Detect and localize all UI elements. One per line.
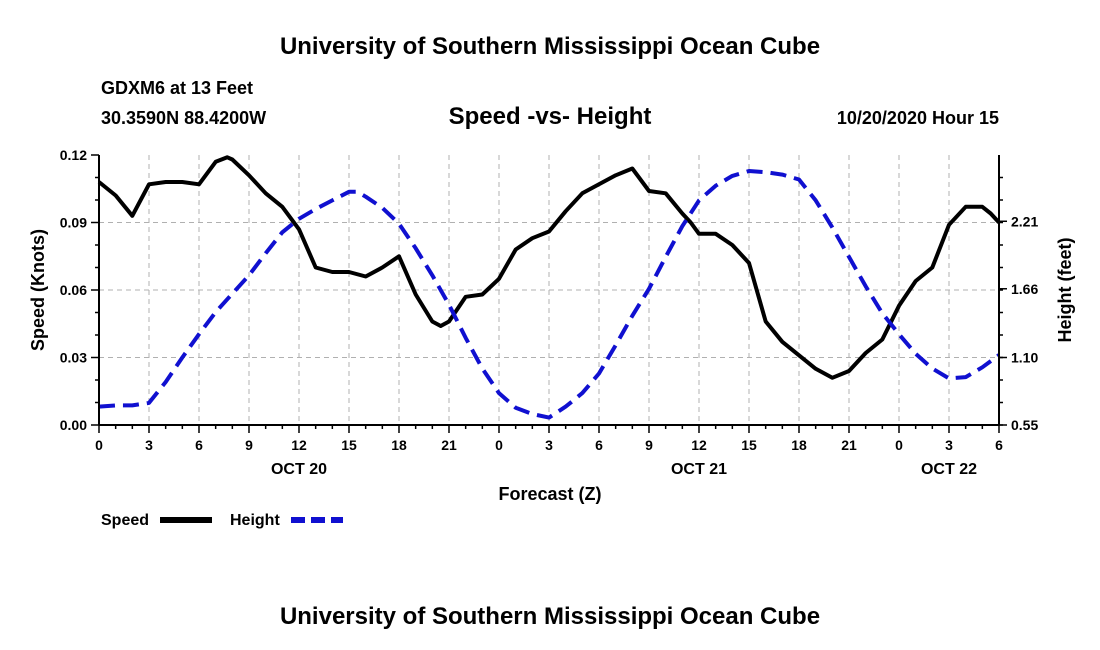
height-series-line [98,169,1001,420]
x-tick-label: 12 [691,437,707,453]
axes [91,154,1007,433]
x-tick-label: 21 [441,437,457,453]
y-tick-label-right: 1.10 [1011,350,1038,366]
x-tick-label: 18 [791,437,807,453]
x-tick-label: 12 [291,437,307,453]
y-tick-label-left: 0.09 [60,215,87,231]
datetime-label: 10/20/2020 Hour 15 [837,108,999,128]
x-tick-label: 21 [841,437,857,453]
x-tick-label: 0 [895,437,903,453]
y-tick-label-left: 0.06 [60,282,87,298]
x-tick-label: 18 [391,437,407,453]
y-tick-label-right: 0.55 [1011,417,1038,433]
y-axis-title-left: Speed (Knots) [28,229,48,351]
date-label: OCT 22 [921,461,977,478]
y-tick-label-left: 0.00 [60,417,87,433]
legend: Speed Height [101,512,343,529]
speed-series-line [97,155,1001,380]
legend-speed-label: Speed [101,512,149,529]
x-tick-label: 0 [495,437,503,453]
y-tick-label-right: 1.66 [1011,281,1038,297]
bottom-title: University of Southern Mississippi Ocean… [280,603,820,630]
y-tick-label-left: 0.12 [60,147,87,163]
grid [99,155,999,425]
x-tick-label: 0 [95,437,103,453]
x-tick-label: 6 [595,437,603,453]
y-axis-title-right: Height (feet) [1055,238,1075,343]
chart-title: Speed -vs- Height [449,103,652,130]
x-tick-label: 6 [195,437,203,453]
x-tick-label: 15 [341,437,357,453]
date-label: OCT 21 [671,461,727,478]
x-tick-label: 3 [145,437,153,453]
x-axis-title: Forecast (Z) [498,484,601,504]
y-tick-label-left: 0.03 [60,350,87,366]
top-title: University of Southern Mississippi Ocean… [280,33,820,60]
x-tick-label: 9 [245,437,253,453]
tick-labels: 0 3 6 9 12 15 18 21 0 3 6 9 12 15 18 21 0 3 6 OCT 20 OCT 21 O… [60,147,1039,478]
x-tick-label: 15 [741,437,757,453]
x-tick-label: 6 [995,437,1003,453]
series-layer [97,155,1001,420]
x-tick-label: 3 [545,437,553,453]
legend-height-label: Height [230,512,280,529]
location-label: 30.3590N 88.4200W [101,108,266,128]
date-label: OCT 20 [271,461,327,478]
x-tick-label: 9 [645,437,653,453]
station-label: GDXM6 at 13 Feet [101,78,253,98]
x-tick-label: 3 [945,437,953,453]
y-tick-label-right: 2.21 [1011,213,1038,229]
